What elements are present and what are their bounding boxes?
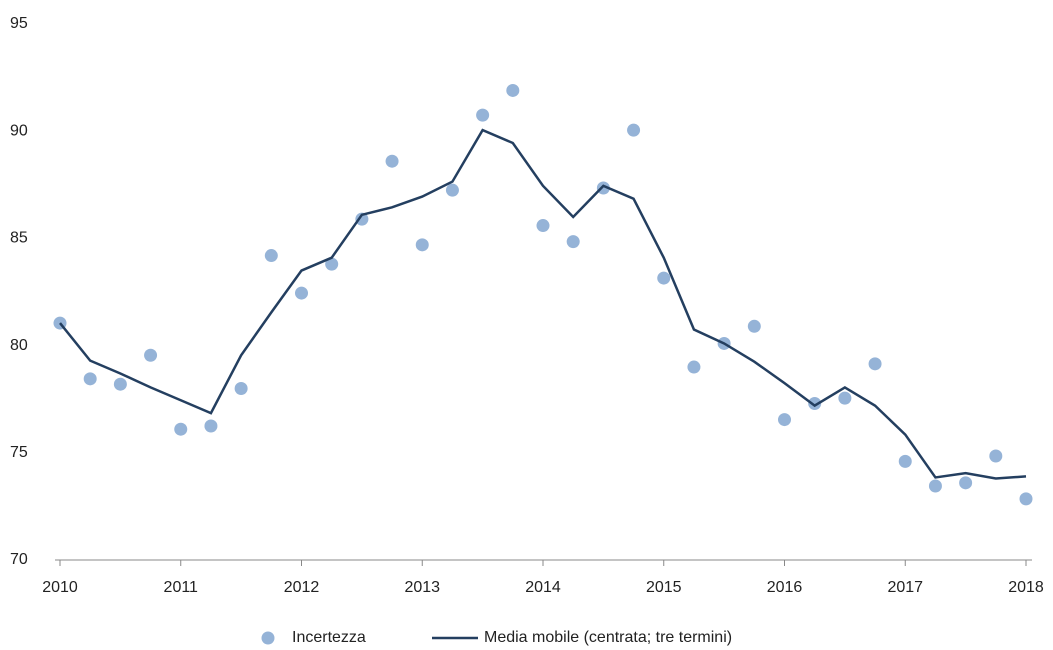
x-tick-label: 2011 xyxy=(164,579,199,596)
data-point xyxy=(415,238,429,252)
data-point xyxy=(687,360,701,374)
x-tick-label: 2012 xyxy=(284,579,320,596)
data-point xyxy=(144,348,158,362)
data-point xyxy=(264,249,278,263)
x-tick-label: 2013 xyxy=(404,579,440,596)
data-point xyxy=(928,479,942,493)
data-point xyxy=(536,219,550,233)
data-point xyxy=(657,271,671,285)
data-point xyxy=(838,391,852,405)
data-point xyxy=(204,419,218,433)
x-tick-label: 2014 xyxy=(525,579,561,596)
data-point xyxy=(898,454,912,468)
data-point xyxy=(959,476,973,490)
data-point xyxy=(627,123,641,137)
data-point xyxy=(113,377,127,391)
data-point xyxy=(778,413,791,427)
x-tick-label: 2015 xyxy=(646,579,682,596)
data-point xyxy=(355,212,369,226)
data-point xyxy=(566,235,580,249)
data-point xyxy=(868,357,882,371)
x-tick-label: 2010 xyxy=(42,579,78,596)
data-point xyxy=(385,154,399,168)
y-tick-label: 90 xyxy=(10,122,28,139)
moving-average-line xyxy=(59,128,1027,480)
data-point xyxy=(174,422,188,436)
data-point xyxy=(506,83,520,97)
data-point xyxy=(596,181,610,195)
y-tick-label: 80 xyxy=(10,337,28,354)
legend-label: Media mobile (centrata; tre termini) xyxy=(484,629,732,646)
y-tick-label: 85 xyxy=(10,230,28,247)
x-tick-label: 2016 xyxy=(767,579,803,596)
x-tick-label: 2017 xyxy=(887,579,923,596)
legend-label: Incertezza xyxy=(292,629,366,646)
data-point xyxy=(989,449,1003,463)
data-point xyxy=(295,286,308,300)
y-tick-label: 70 xyxy=(10,551,28,568)
data-point xyxy=(747,319,761,333)
data-point xyxy=(83,372,97,386)
x-tick-label: 2018 xyxy=(1008,579,1044,596)
y-tick-label: 75 xyxy=(10,444,28,461)
legend-swatch xyxy=(261,631,275,645)
data-point xyxy=(445,183,459,197)
data-point xyxy=(325,257,339,271)
data-point xyxy=(234,381,248,395)
data-point xyxy=(476,108,490,122)
data-point xyxy=(1019,492,1033,506)
y-tick-label: 95 xyxy=(10,15,28,32)
data-point xyxy=(808,396,822,410)
